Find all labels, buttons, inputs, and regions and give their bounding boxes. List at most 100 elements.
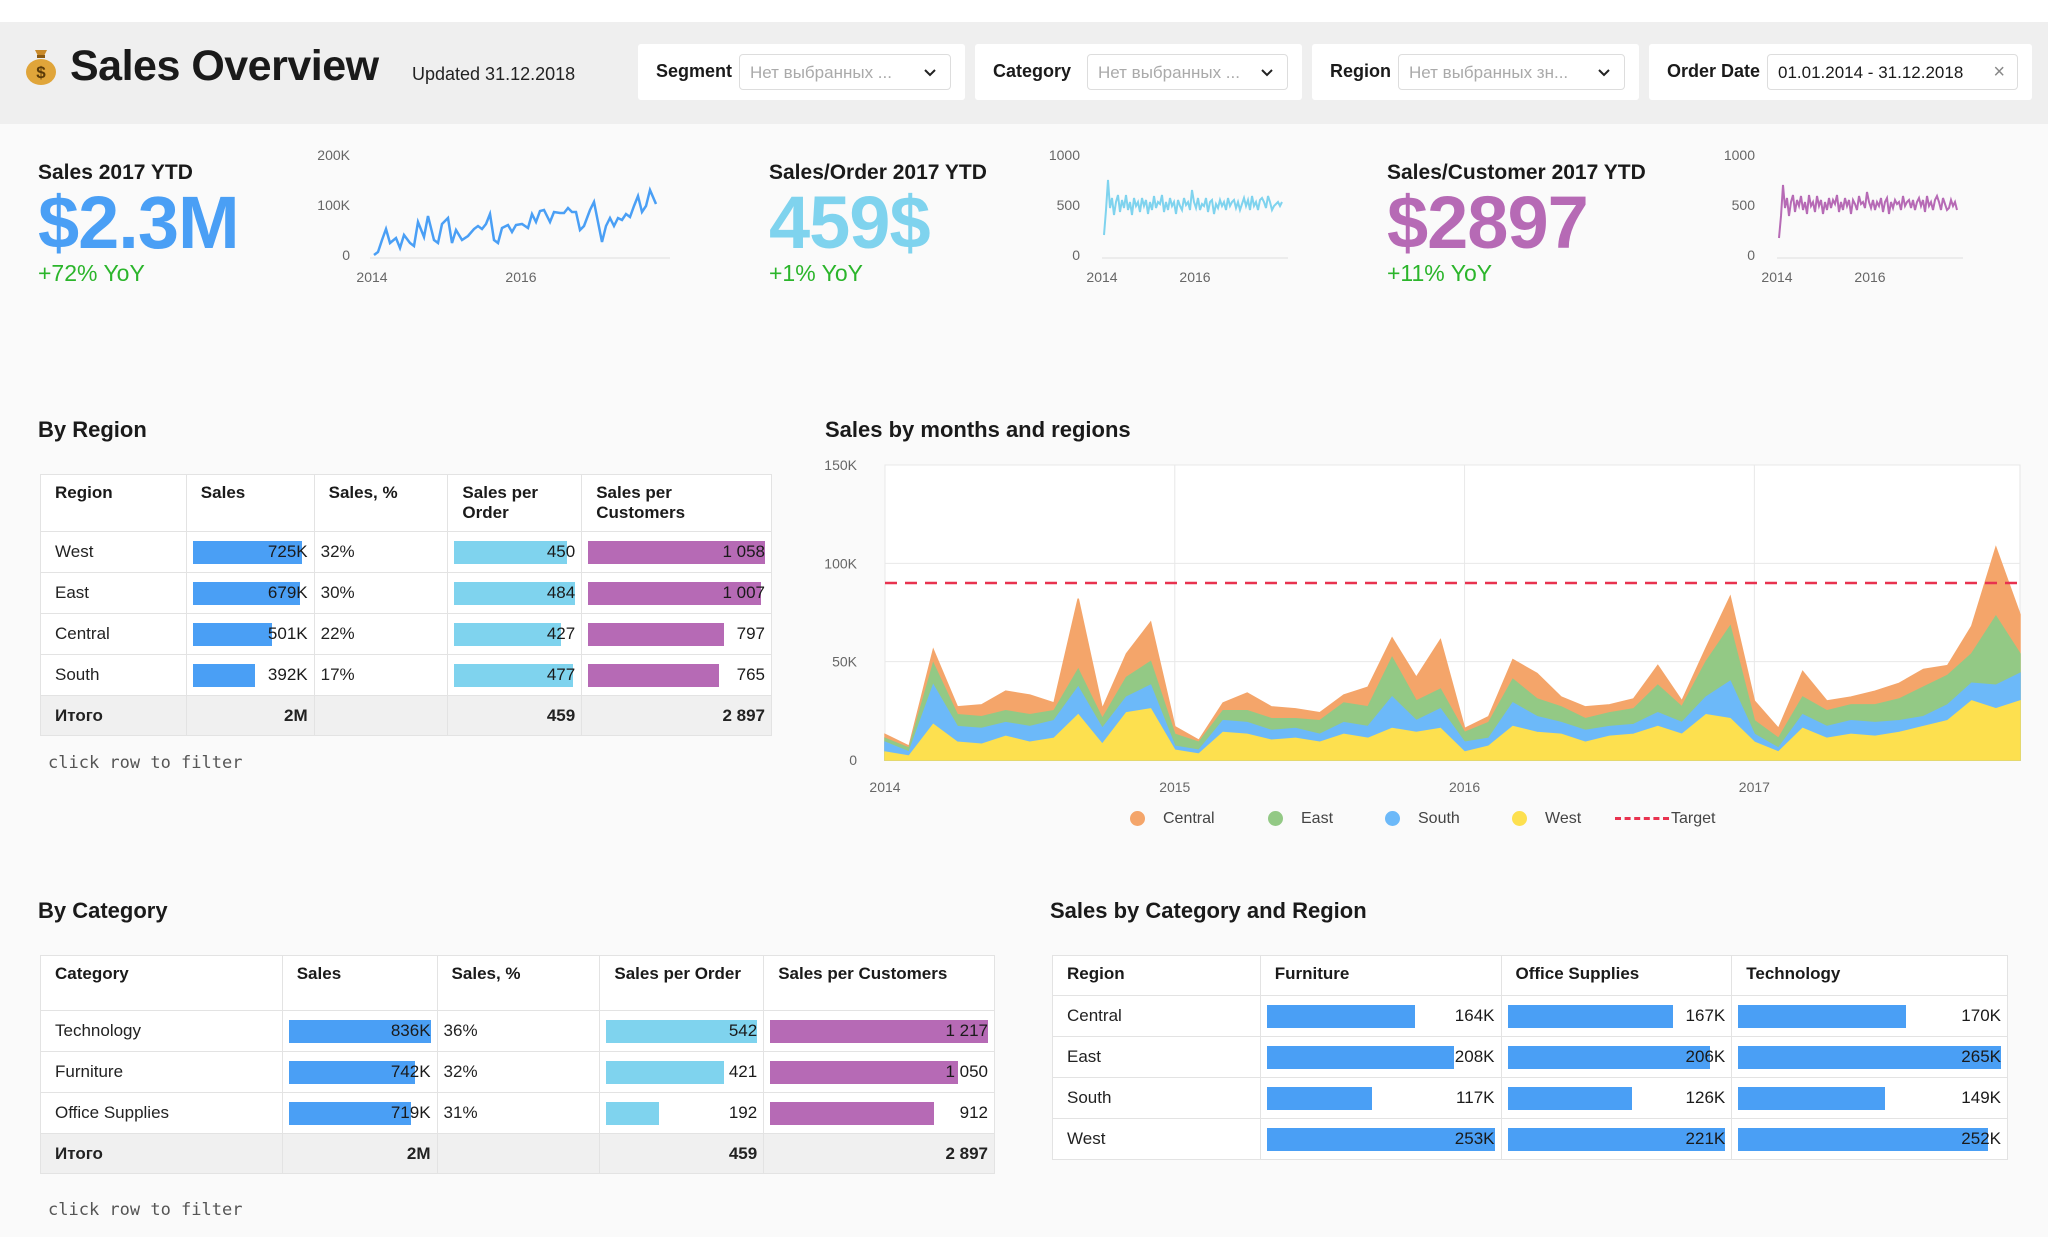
legend-target[interactable]: Target bbox=[1615, 810, 1715, 828]
column-header[interactable]: Sales, % bbox=[436, 955, 601, 1011]
category-filter: Category Нет выбранных ... bbox=[975, 44, 1302, 100]
table-row[interactable]: West 725K 32% 450 1 058 bbox=[40, 531, 772, 573]
y-tick-label: 100K bbox=[824, 555, 857, 571]
row-label: Furniture bbox=[40, 1051, 283, 1093]
bar-value: 912 bbox=[959, 1103, 988, 1122]
filter-hint: click row to filter bbox=[48, 753, 243, 773]
category-select[interactable]: Нет выбранных ... bbox=[1087, 54, 1288, 90]
order-date-input[interactable]: 01.01.2014 - 31.12.2018 × bbox=[1767, 54, 2018, 90]
bar-value: 206K bbox=[1685, 1047, 1726, 1066]
bar-cell: 126K bbox=[1507, 1078, 1726, 1118]
y-tick-label: 0 bbox=[342, 247, 350, 263]
table-row[interactable]: East 679K 30% 484 1 007 bbox=[40, 572, 772, 614]
bar-cell: 1 007 bbox=[588, 573, 765, 613]
table-row[interactable]: East 208K 206K 265K bbox=[1052, 1036, 2008, 1078]
column-header[interactable]: Region bbox=[1052, 955, 1261, 996]
row-label: East bbox=[1052, 1036, 1261, 1078]
column-header[interactable]: Region bbox=[40, 474, 187, 532]
row-pct: 32% bbox=[313, 531, 449, 573]
filter-hint: click row to filter bbox=[48, 1200, 243, 1220]
bar-value: 797 bbox=[736, 624, 765, 643]
legend-west[interactable]: West bbox=[1512, 810, 1581, 828]
table-row[interactable]: South 117K 126K 149K bbox=[1052, 1077, 2008, 1119]
column-header[interactable]: Sales bbox=[281, 955, 438, 1011]
bar-value: 167K bbox=[1685, 1006, 1726, 1025]
column-header[interactable]: Furniture bbox=[1259, 955, 1502, 996]
row-label: West bbox=[1052, 1118, 1261, 1160]
segment-select[interactable]: Нет выбранных ... bbox=[739, 54, 951, 90]
column-header[interactable]: Technology bbox=[1731, 955, 2008, 996]
legend-east[interactable]: East bbox=[1268, 810, 1333, 828]
filter-label: Region bbox=[1330, 61, 1391, 81]
table-row[interactable]: Central 164K 167K 170K bbox=[1052, 995, 2008, 1037]
table-row[interactable]: Office Supplies 719K 31% 192 912 bbox=[40, 1092, 995, 1134]
value-bar bbox=[454, 623, 561, 646]
x-tick-label: 2014 bbox=[1761, 269, 1792, 285]
column-header[interactable]: Office Supplies bbox=[1500, 955, 1733, 996]
column-header[interactable]: Category bbox=[40, 955, 283, 1011]
y-tick-label: 500 bbox=[1057, 197, 1081, 213]
table-row[interactable]: West 253K 221K 252K bbox=[1052, 1118, 2008, 1160]
value-bar bbox=[192, 582, 300, 605]
legend-label: West bbox=[1545, 810, 1582, 827]
value-bar bbox=[606, 1061, 724, 1084]
table-row[interactable]: Central 501K 22% 427 797 bbox=[40, 613, 772, 655]
bar-value: 253K bbox=[1454, 1129, 1495, 1148]
legend-south[interactable]: South bbox=[1385, 810, 1460, 828]
y-tick-label: 0 bbox=[1747, 247, 1755, 263]
bar-cell: 912 bbox=[770, 1093, 988, 1133]
bar-value: 719K bbox=[390, 1103, 431, 1122]
row-pct: 30% bbox=[313, 572, 449, 614]
table-row[interactable]: Furniture 742K 32% 421 1 050 bbox=[40, 1051, 995, 1093]
by-category-table: Category Sales Sales, % Sales per Order … bbox=[40, 955, 995, 1174]
total-pct bbox=[436, 1133, 601, 1174]
bar-value: 450 bbox=[546, 542, 576, 561]
value-bar bbox=[770, 1020, 988, 1043]
table-row[interactable]: Technology 836K 36% 542 1 217 bbox=[40, 1010, 995, 1052]
total-sales: 2M bbox=[185, 695, 315, 736]
segment-filter: Segment Нет выбранных ... bbox=[638, 44, 965, 100]
region-select[interactable]: Нет выбранных зн... bbox=[1398, 54, 1625, 90]
bar-value: 126K bbox=[1685, 1088, 1726, 1107]
bar-value: 1 050 bbox=[945, 1062, 988, 1081]
x-tick-label: 2016 bbox=[1179, 269, 1210, 285]
x-tick-label: 2015 bbox=[1159, 779, 1190, 795]
value-bar bbox=[770, 1061, 958, 1084]
legend-label: East bbox=[1301, 810, 1334, 827]
column-header[interactable]: Sales per Order bbox=[447, 474, 583, 532]
value-bar bbox=[770, 1102, 934, 1125]
legend-marker bbox=[1130, 811, 1145, 827]
bar-cell: 679K bbox=[192, 573, 308, 613]
row-pct: 22% bbox=[313, 613, 449, 655]
close-icon[interactable]: × bbox=[1993, 61, 2005, 83]
value-bar bbox=[1507, 1087, 1632, 1110]
column-header[interactable]: Sales per Customers bbox=[763, 955, 995, 1011]
bar-value: 542 bbox=[728, 1021, 758, 1040]
column-header[interactable]: Sales per Customers bbox=[581, 474, 772, 532]
bar-value: 427 bbox=[546, 624, 576, 643]
value-bar bbox=[1266, 1046, 1454, 1069]
area-series-west[interactable] bbox=[884, 699, 2021, 761]
bar-cell: 477 bbox=[454, 655, 575, 695]
column-header[interactable]: Sales per Order bbox=[599, 955, 765, 1011]
filter-label: Order Date bbox=[1667, 61, 1761, 81]
value-bar bbox=[1266, 1005, 1415, 1028]
legend-marker bbox=[1385, 811, 1400, 827]
column-header[interactable]: Sales, % bbox=[313, 474, 449, 532]
bar-cell: 501K bbox=[192, 614, 308, 654]
sales-per-customer-sparkline: 1000 500 0 2014 2016 bbox=[1724, 147, 1963, 285]
sales-per-order-sparkline: 1000 500 0 2014 2016 bbox=[1049, 147, 1288, 285]
column-header[interactable]: Sales bbox=[185, 474, 315, 532]
table-row[interactable]: South 392K 17% 477 765 bbox=[40, 654, 772, 696]
chevron-down-icon bbox=[1598, 69, 1610, 77]
bar-cell: 836K bbox=[288, 1011, 431, 1051]
cat-region-table: Region Furniture Office Supplies Technol… bbox=[1052, 955, 2008, 1160]
value-bar bbox=[192, 623, 273, 646]
y-tick-label: 1000 bbox=[1724, 147, 1755, 163]
legend-central[interactable]: Central bbox=[1130, 810, 1215, 828]
bar-value: 679K bbox=[267, 583, 308, 602]
svg-text:$: $ bbox=[36, 63, 46, 82]
total-spc: 2 897 bbox=[763, 1133, 995, 1174]
segment-select-value: Нет выбранных ... bbox=[750, 63, 892, 82]
bar-value: 208K bbox=[1454, 1047, 1495, 1066]
